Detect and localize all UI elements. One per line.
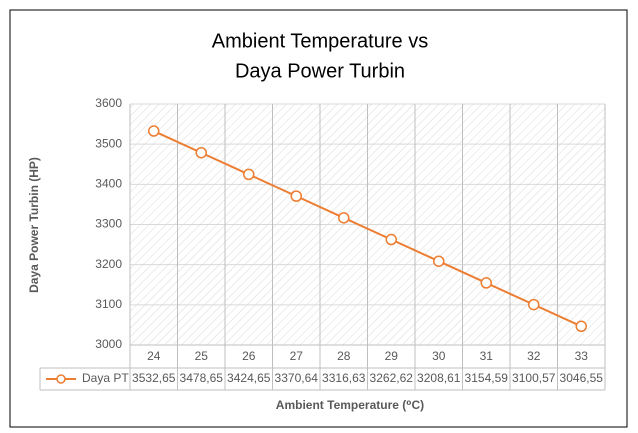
data-label: 3262,62 xyxy=(370,371,414,385)
data-point xyxy=(385,233,397,246)
data-label: 3154,59 xyxy=(465,371,509,385)
y-tick-label: 3200 xyxy=(95,257,122,271)
y-tick-label: 3300 xyxy=(95,217,122,231)
data-point xyxy=(338,212,350,224)
y-tick-label: 3500 xyxy=(95,136,122,150)
data-label: 3478,65 xyxy=(180,371,224,385)
data-point xyxy=(148,125,160,137)
x-tick-label: 25 xyxy=(195,349,209,363)
series-line xyxy=(153,130,582,328)
data-label: 3424,65 xyxy=(227,371,271,385)
y-axis-label: Daya Power Turbin (HP) xyxy=(27,157,41,293)
x-axis-label: Ambient Temperature (⁰C) xyxy=(276,398,424,412)
data-label: 3370,64 xyxy=(275,371,319,385)
data-point xyxy=(480,277,492,289)
x-tick-label: 30 xyxy=(432,349,446,363)
legend-marker xyxy=(56,374,66,384)
x-tick-label: 28 xyxy=(337,349,351,363)
legend-label: Daya PT xyxy=(82,371,129,385)
data-label: 3532,65 xyxy=(132,371,176,385)
chart-title: Daya Power Turbin xyxy=(235,60,405,82)
y-tick-label: 3100 xyxy=(95,297,122,311)
x-tick-label: 27 xyxy=(290,349,304,363)
x-tick-label: 33 xyxy=(575,349,589,363)
x-tick-label: 32 xyxy=(527,349,541,363)
data-label: 3316,63 xyxy=(322,371,366,385)
x-tick-label: 29 xyxy=(385,349,399,363)
data-label: 3046,55 xyxy=(560,371,604,385)
data-point xyxy=(195,146,207,159)
y-tick-label: 3600 xyxy=(95,96,122,110)
x-tick-label: 24 xyxy=(147,349,161,363)
data-label: 3100,57 xyxy=(512,371,556,385)
data-point xyxy=(575,320,587,333)
data-point xyxy=(433,255,445,267)
data-point xyxy=(290,190,302,202)
chart-title: Ambient Temperature vs xyxy=(212,30,428,52)
y-tick-label: 3400 xyxy=(95,177,122,191)
data-point xyxy=(528,298,540,311)
y-tick-label: 3000 xyxy=(95,337,122,351)
data-point xyxy=(243,168,255,181)
x-tick-label: 31 xyxy=(480,349,494,363)
x-tick-label: 26 xyxy=(242,349,256,363)
data-label: 3208,61 xyxy=(417,371,461,385)
